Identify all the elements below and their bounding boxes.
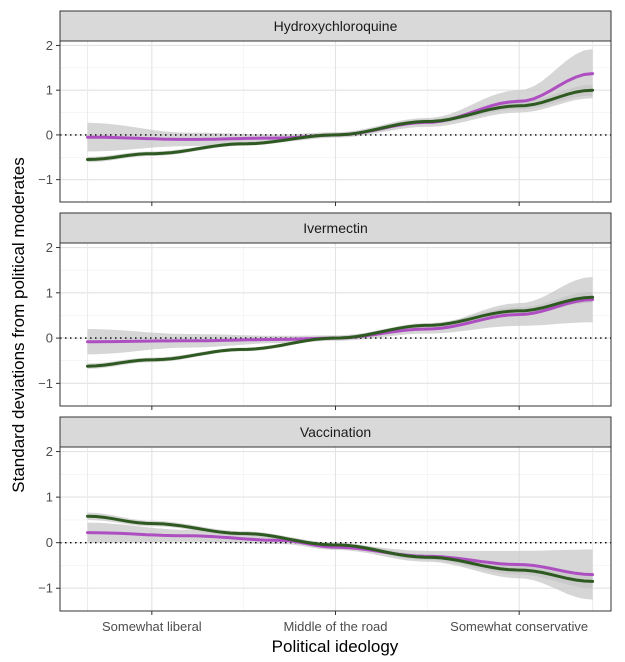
y-tick-label: 1: [46, 285, 53, 300]
x-tick-label: Somewhat conservative: [450, 619, 588, 634]
facet-title: Hydroxychloroquine: [274, 18, 398, 34]
facet-title: Vaccination: [300, 424, 371, 440]
x-tick-label: Somewhat liberal: [102, 619, 202, 634]
y-tick-label: 1: [46, 83, 53, 98]
y-tick-label: 2: [46, 38, 53, 53]
panel-hydroxychloroquine: Hydroxychloroquine −1 0 1 2: [38, 10, 612, 206]
y-tick-label: 0: [46, 535, 53, 550]
y-tick-label: 1: [46, 490, 53, 505]
confidence-band: [87, 522, 593, 600]
x-axis-title: Political ideology: [272, 637, 399, 656]
panel-ivermectin: Ivermectin −1 0 1 2: [38, 212, 612, 410]
y-tick-label: −1: [38, 581, 53, 596]
y-axis-title: Standard deviations from political moder…: [9, 157, 28, 492]
confidence-band: [87, 49, 593, 152]
facet-title: Ivermectin: [303, 220, 368, 236]
y-tick-label: 2: [46, 240, 53, 255]
y-tick-label: −1: [38, 376, 53, 391]
series-line-green: [86, 514, 595, 583]
y-tick-label: 0: [46, 127, 53, 142]
series-line-purple: [86, 531, 595, 577]
y-tick-label: 2: [46, 444, 53, 459]
facet-strip: [59, 212, 612, 244]
y-tick-label: −1: [38, 172, 53, 187]
series-line-green: [86, 295, 595, 368]
facet-strip: [59, 10, 612, 42]
facet-strip: [59, 416, 612, 448]
y-tick-label: 0: [46, 331, 53, 346]
x-tick-label: Middle of the road: [283, 619, 387, 634]
confidence-band: [87, 277, 593, 355]
series-line-green: [86, 88, 595, 161]
panel-vaccination: Vaccination −1 0 1 2: [38, 416, 612, 615]
